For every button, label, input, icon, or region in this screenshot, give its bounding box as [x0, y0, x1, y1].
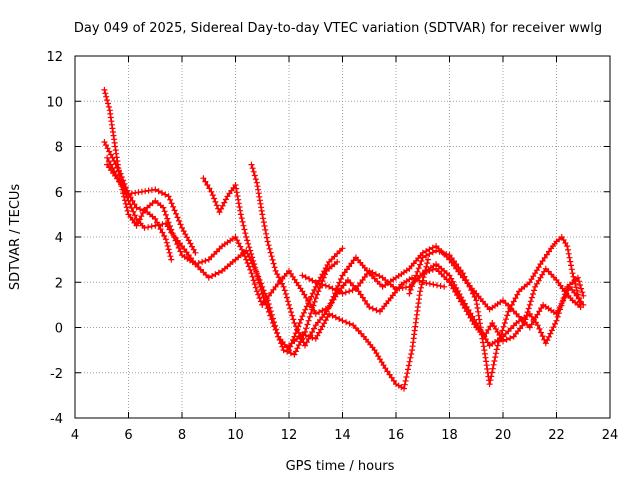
y-tick-label: 2	[55, 276, 63, 291]
y-tick-label: 10	[46, 95, 63, 110]
x-tick-labels: 4 6 8 10 12 14 16 18 20 22 24	[71, 428, 618, 443]
x-tick-label: 18	[441, 428, 458, 443]
series-plus-markers	[419, 261, 587, 349]
series-plus-markers	[286, 256, 432, 392]
x-tick-label: 16	[388, 428, 405, 443]
series-trace-4	[104, 154, 199, 256]
x-tick-label: 22	[548, 428, 565, 443]
x-tick-label: 8	[178, 428, 186, 443]
y-tick-label: -4	[50, 412, 63, 427]
chart-title: Day 049 of 2025, Sidereal Day-to-day VTE…	[74, 21, 602, 36]
series-trace-11	[419, 261, 587, 349]
x-tick-label: 4	[71, 428, 79, 443]
series-trace-2	[101, 139, 175, 263]
data-series	[101, 86, 587, 392]
tick-marks	[74, 55, 611, 419]
series-plus-markers	[200, 175, 341, 358]
y-axis-label: SDTVAR / TECUs	[8, 184, 23, 291]
x-tick-label: 10	[227, 428, 244, 443]
series-plus-markers	[101, 139, 175, 263]
grid-lines	[75, 56, 610, 418]
x-tick-label: 14	[334, 428, 351, 443]
x-tick-label: 6	[124, 428, 132, 443]
series-trace-5	[200, 175, 341, 358]
x-tick-label: 20	[495, 428, 512, 443]
y-tick-label: 4	[55, 231, 63, 246]
y-tick-label: 8	[55, 141, 63, 156]
series-plus-markers	[104, 154, 199, 256]
series-trace-7	[286, 256, 432, 392]
x-tick-label: 24	[602, 428, 619, 443]
y-tick-label: -2	[50, 367, 63, 382]
y-tick-labels: -4 -2 0 2 4 6 8 10 12	[46, 50, 63, 427]
y-tick-label: 0	[55, 322, 63, 337]
series-trace-3	[104, 161, 346, 354]
y-tick-label: 12	[46, 50, 63, 65]
x-axis-label: GPS time / hours	[286, 459, 395, 474]
y-tick-label: 6	[55, 186, 63, 201]
x-tick-label: 12	[281, 428, 298, 443]
